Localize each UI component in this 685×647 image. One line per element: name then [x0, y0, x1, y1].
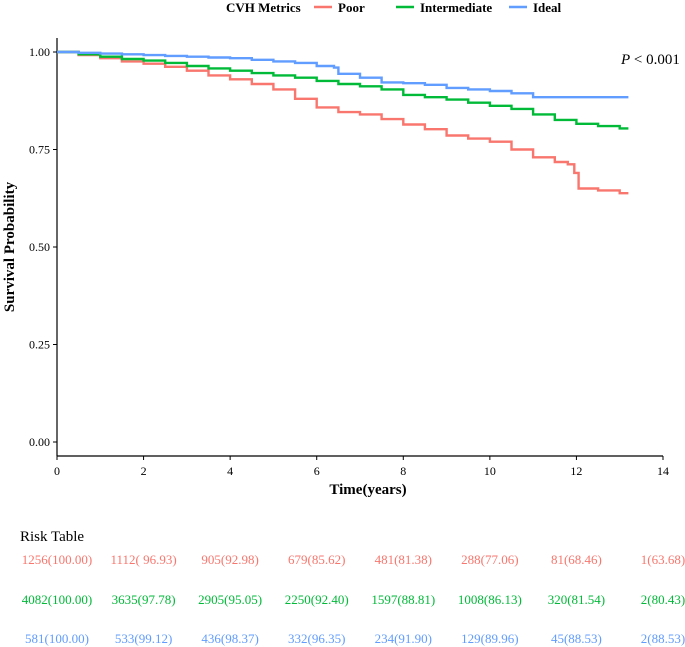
- risk-cell-intermediate: 2(80.43): [641, 592, 685, 607]
- risk-table: Risk Table 1256(100.00) 1112( 96.93) 905(9…: [20, 529, 685, 646]
- risk-table-title: Risk Table: [20, 529, 84, 545]
- x-tick-label: 4: [227, 464, 233, 478]
- risk-cell-poor: 905(92.98): [201, 552, 258, 567]
- x-axis-title: Time(years): [329, 482, 406, 498]
- y-ticks: 0.00 0.25 0.50 0.75 1.00: [29, 45, 57, 449]
- risk-cell-poor: 81(68.46): [551, 552, 602, 567]
- risk-cell-poor: 481(81.38): [375, 552, 432, 567]
- risk-cell-intermediate: 2905(95.05): [198, 592, 262, 607]
- y-tick-label: 0.00: [29, 435, 50, 449]
- risk-cell-intermediate: 1597(88.81): [371, 592, 435, 607]
- risk-cell-poor: 288(77.06): [461, 552, 518, 567]
- risk-cell-intermediate: 320(81.54): [548, 592, 605, 607]
- risk-cell-intermediate: 1008(86.13): [458, 592, 522, 607]
- p-value-text: < 0.001: [630, 52, 680, 68]
- x-tick-label: 12: [570, 464, 582, 478]
- x-tick-label: 8: [400, 464, 406, 478]
- risk-cell-poor: 1112( 96.93): [110, 552, 176, 567]
- legend-items: Poor Intermediate Ideal: [314, 0, 562, 15]
- risk-cell-poor: 679(85.62): [288, 552, 345, 567]
- risk-cell-ideal: 234(91.90): [375, 631, 432, 646]
- p-value-annotation: P < 0.001: [620, 52, 680, 68]
- y-tick-label: 1.00: [29, 45, 50, 59]
- risk-cell-ideal: 45(88.53): [551, 631, 602, 646]
- risk-cell-ideal: 436(98.37): [201, 631, 258, 646]
- risk-cell-poor: 1256(100.00): [22, 552, 92, 567]
- risk-cell-ideal: 533(99.12): [115, 631, 172, 646]
- legend: CVH Metrics Poor Intermediate Ideal: [226, 0, 562, 15]
- risk-cell-intermediate: 4082(100.00): [22, 592, 92, 607]
- survival-curves: [57, 50, 629, 195]
- risk-cell-intermediate: 3635(97.78): [112, 592, 176, 607]
- p-value-symbol: P: [620, 52, 630, 68]
- risk-cell-intermediate: 2250(92.40): [285, 592, 349, 607]
- x-ticks: 0 2 4 6 8 10 12 14: [54, 456, 669, 478]
- survival-curve-poor: [57, 50, 629, 195]
- x-tick-label: 2: [141, 464, 147, 478]
- risk-cell-ideal: 129(89.96): [461, 631, 518, 646]
- y-tick-label: 0.75: [29, 143, 50, 157]
- survival-curve-ideal: [57, 50, 629, 99]
- y-tick-label: 0.25: [29, 338, 50, 352]
- y-tick-label: 0.50: [29, 240, 50, 254]
- risk-cell-ideal: 332(96.35): [288, 631, 345, 646]
- axes: 0 2 4 6 8 10 12 14 0.00 0.25 0.50 0.75 1.00: [29, 38, 669, 478]
- legend-label-poor: Poor: [338, 0, 365, 15]
- x-tick-label: 10: [484, 464, 496, 478]
- risk-cell-ideal: 581(100.00): [25, 631, 89, 646]
- survival-curve-intermediate: [57, 50, 629, 130]
- legend-title: CVH Metrics: [226, 0, 301, 15]
- risk-table-rows: 1256(100.00) 1112( 96.93) 905(92.98) 679(85…: [22, 552, 685, 646]
- x-tick-label: 14: [657, 464, 669, 478]
- y-axis-title: Survival Probability: [2, 181, 18, 312]
- legend-label-intermediate: Intermediate: [420, 0, 492, 15]
- legend-label-ideal: Ideal: [533, 0, 562, 15]
- risk-cell-poor: 1(63.68): [641, 552, 685, 567]
- risk-cell-ideal: 2(88.53): [641, 631, 685, 646]
- x-tick-label: 0: [54, 464, 60, 478]
- x-tick-label: 6: [314, 464, 320, 478]
